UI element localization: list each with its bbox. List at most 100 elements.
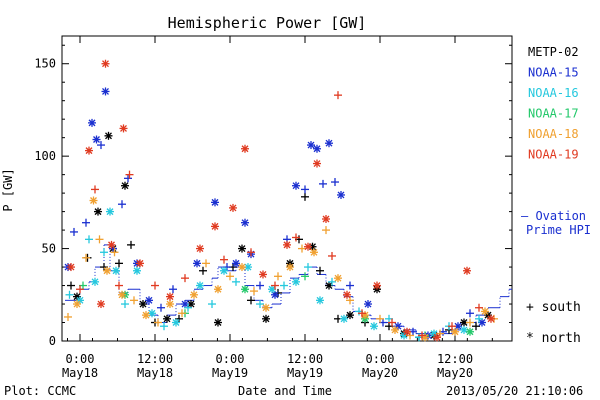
marker-stroke: [346, 311, 354, 319]
ovation-series: [65, 244, 512, 336]
data-point: [340, 314, 348, 323]
data-point: [232, 277, 240, 286]
data-point: [481, 307, 489, 316]
x-tick-time: 12:00: [137, 352, 173, 366]
data-point: [229, 203, 237, 212]
data-point: [319, 179, 327, 188]
data-point: [334, 274, 342, 283]
data-point: [247, 248, 255, 257]
data-point: [193, 259, 201, 268]
data-point: [448, 322, 456, 331]
data-point: [139, 300, 147, 309]
marker-stroke: [88, 119, 96, 127]
data-point: [466, 327, 474, 336]
data-point: [88, 118, 96, 127]
marker-stroke: [108, 241, 115, 249]
data-point: [101, 59, 110, 68]
marker-stroke: [211, 222, 219, 230]
x-tick-date: May20: [437, 366, 473, 380]
plot-frame: [61, 35, 513, 342]
data-point: [142, 311, 150, 320]
data-point: [259, 270, 267, 279]
data-point: [301, 192, 309, 201]
data-point: [337, 190, 345, 199]
data-point: [433, 333, 441, 342]
marker-stroke: [337, 191, 345, 199]
ovation-legend-label-2: Prime HPI: [526, 223, 591, 237]
data-point: [307, 141, 315, 150]
marker-stroke: [196, 245, 204, 253]
data-point: [67, 263, 75, 272]
data-point: [172, 318, 180, 327]
marker-stroke: [106, 208, 114, 216]
data-point: [238, 263, 246, 272]
legend-entry: NOAA-15: [528, 66, 579, 80]
data-point: [316, 296, 324, 305]
data-point: [181, 274, 189, 283]
data-point: [280, 281, 288, 290]
data-point: [157, 303, 165, 312]
data-point: [211, 198, 219, 207]
data-point: [328, 251, 336, 260]
data-point: [163, 314, 171, 323]
data-point: [292, 181, 300, 190]
marker-stroke: [73, 293, 81, 301]
marker-stroke: [481, 307, 489, 315]
marker-stroke: [214, 285, 222, 293]
data-point: [211, 222, 219, 231]
data-point: [82, 253, 90, 262]
data-point: [364, 300, 372, 309]
marker-legend: + south * north: [526, 300, 581, 346]
marker-stroke: [373, 282, 381, 290]
marker-stroke: [196, 282, 204, 290]
marker-stroke: [244, 263, 252, 271]
data-point: [475, 314, 483, 323]
data-point: [202, 259, 210, 268]
data-point: [388, 318, 396, 327]
legend: METP-02 NOAA-15 NOAA-16 NOAA-17 NOAA-18 NOAA-…: [528, 45, 579, 162]
data-points: [64, 59, 498, 342]
data-point: [190, 290, 198, 299]
data-point: [154, 318, 162, 327]
data-point: [466, 309, 474, 318]
x-tick-date: May18: [137, 366, 173, 380]
data-point: [92, 135, 101, 144]
data-point: [112, 266, 120, 275]
data-point: [322, 226, 330, 235]
data-point: [271, 281, 279, 290]
data-point: [169, 285, 177, 294]
y-axis-label: P [GW]: [1, 168, 15, 211]
data-point: [178, 309, 186, 318]
data-point: [241, 144, 249, 153]
marker-stroke: [310, 248, 318, 256]
data-point: [241, 285, 249, 294]
marker-stroke: [93, 136, 100, 143]
data-point: [256, 281, 264, 290]
marker-stroke: [292, 278, 300, 286]
marker-stroke: [105, 132, 112, 140]
marker-stroke: [313, 160, 321, 168]
data-point: [166, 300, 174, 309]
data-point: [220, 266, 228, 275]
data-point: [463, 266, 471, 275]
data-point: [304, 263, 312, 272]
marker-stroke: [238, 263, 246, 271]
data-point: [101, 87, 110, 96]
data-point: [472, 322, 480, 331]
data-point: [346, 281, 354, 290]
y-axis: 0 50 100 150: [34, 44, 512, 348]
marker-stroke: [334, 274, 342, 282]
marker-stroke: [259, 270, 267, 278]
data-point: [286, 263, 294, 272]
data-point: [127, 240, 135, 249]
marker-stroke: [391, 326, 399, 334]
x-tick-date: May19: [287, 366, 323, 380]
marker-stroke: [478, 319, 486, 326]
marker-stroke: [271, 291, 279, 299]
data-point: [331, 178, 339, 187]
data-point: [104, 131, 113, 140]
marker-stroke: [433, 333, 441, 341]
data-point: [373, 281, 381, 290]
data-point: [103, 266, 111, 275]
marker-stroke: [262, 315, 270, 323]
